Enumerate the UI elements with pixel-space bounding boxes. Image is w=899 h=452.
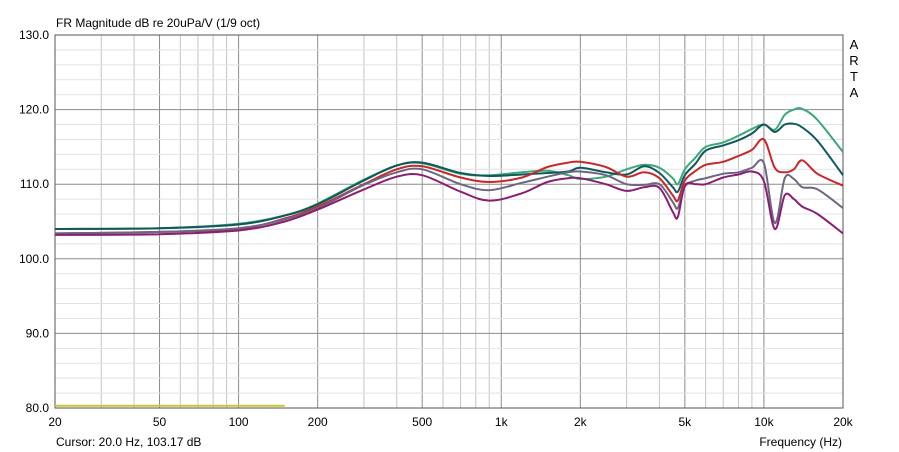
x-tick-label: 50: [153, 415, 167, 429]
x-tick-label: 500: [412, 415, 432, 429]
series-line-5: [54, 170, 844, 236]
x-tick-label: 2k: [574, 415, 588, 429]
x-tick-label: 1k: [495, 415, 509, 429]
y-tick-label: 110.0: [20, 177, 49, 191]
x-tick-label: 20: [48, 415, 62, 429]
x-tick-label: 100: [229, 415, 249, 429]
series-line-4: [54, 158, 844, 235]
x-tick-label: 20k: [833, 415, 853, 429]
y-tick-label: 80.0: [26, 401, 50, 415]
y-tick-label: 130.0: [19, 28, 49, 42]
y-tick-label: 100.0: [19, 252, 49, 266]
series-line-2: [54, 122, 844, 230]
y-tick-label: 90.0: [26, 326, 50, 340]
x-axis-label: Frequency (Hz): [759, 435, 842, 449]
x-tick-label: 200: [308, 415, 328, 429]
x-tick-label: 10k: [754, 415, 774, 429]
cursor-readout: Cursor: 20.0 Hz, 103.17 dB: [56, 435, 202, 449]
y-tick-label: 120.0: [19, 103, 49, 117]
plot-area: [55, 35, 843, 408]
arta-watermark: ARTA: [849, 37, 859, 100]
plot-frame: [54, 34, 844, 409]
x-tick-label: 5k: [679, 415, 693, 429]
chart-title: FR Magnitude dB re 20uPa/V (1/9 oct): [56, 16, 261, 30]
